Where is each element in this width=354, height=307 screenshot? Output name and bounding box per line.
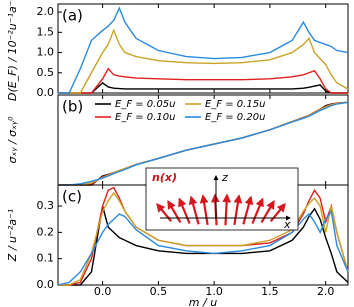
legend-label: E_F = 0.15u xyxy=(205,99,265,110)
x-tick-label: 1.0 xyxy=(205,285,223,298)
spin-arrow xyxy=(242,195,254,225)
inset-label: n(x) xyxy=(152,171,177,184)
y-tick-label: 0.5 xyxy=(37,66,55,79)
x-tick-label: 1.5 xyxy=(261,285,279,298)
legend-label: E_F = 0.10u xyxy=(115,112,175,123)
spin-arrow xyxy=(167,200,182,224)
y-axis-label: D(E_F) / 10⁻²u⁻¹a⁻³ xyxy=(6,0,19,101)
line xyxy=(57,209,349,286)
spin-arrow xyxy=(251,197,264,224)
legend-label: E_F = 0.20u xyxy=(205,112,265,123)
spin-arrow xyxy=(199,194,209,226)
y-axis-label: σₓᵧ / σₓᵧ⁰ xyxy=(6,116,19,164)
y-tick-label: 2.0 xyxy=(37,5,55,18)
z-axis-label: z xyxy=(221,171,228,184)
panel-label: (b) xyxy=(62,98,83,116)
legend-label: E_F = 0.05u xyxy=(115,99,175,110)
y-tick-label: 1.0 xyxy=(37,46,55,59)
y-tick-label: 0.3 xyxy=(37,199,55,212)
line xyxy=(58,81,348,94)
y-tick-label: 0.0 xyxy=(37,86,55,99)
x-tick-label: 0.5 xyxy=(150,285,168,298)
spin-arrow xyxy=(178,197,191,224)
y-tick-label: 1.5 xyxy=(37,25,55,38)
y-tick-label: 0.2 xyxy=(37,225,55,238)
spin-arrow xyxy=(188,195,200,225)
line xyxy=(58,191,349,286)
spin-arrow xyxy=(222,193,232,226)
y-tick-label: 0.0 xyxy=(37,278,55,291)
spin-arrow xyxy=(233,194,243,226)
y-tick-label: 0.1 xyxy=(37,252,55,265)
line xyxy=(58,67,348,94)
x-axis-label-inset: x xyxy=(283,218,291,231)
panel-label: (c) xyxy=(62,188,82,206)
spin-arrow xyxy=(260,200,275,224)
x-tick-label: 0.0 xyxy=(94,285,112,298)
panel-label: (a) xyxy=(62,7,83,25)
plot-frame xyxy=(57,3,349,94)
line xyxy=(58,28,349,94)
x-axis-label: m / u xyxy=(189,296,217,307)
y-axis-label: Z / u⁻²a⁻¹ xyxy=(6,209,19,262)
x-tick-label: 2.0 xyxy=(317,285,335,298)
line xyxy=(58,101,349,186)
line xyxy=(58,6,349,94)
